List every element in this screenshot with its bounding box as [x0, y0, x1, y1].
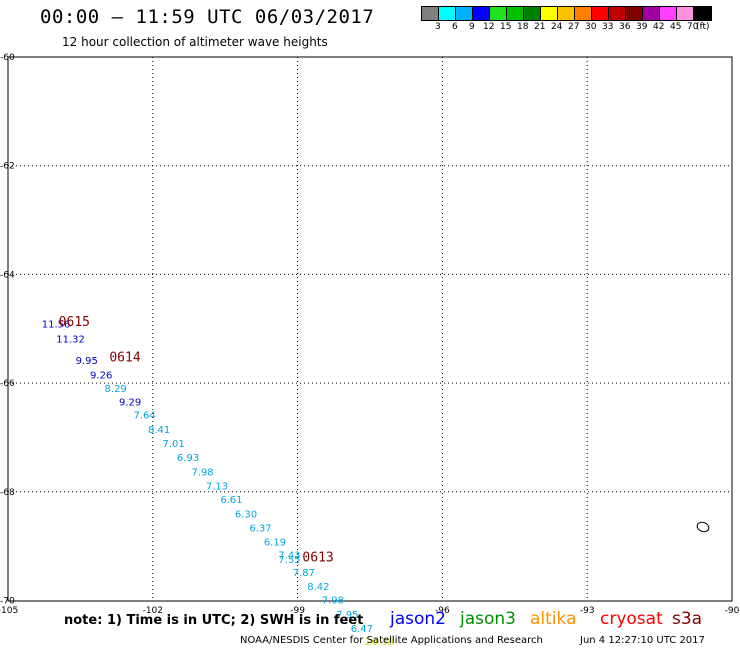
wave-height-value: 8.42 [307, 582, 329, 593]
wave-height-value: 6.19 [264, 538, 286, 549]
wave-height-value: 7.87 [293, 568, 315, 579]
wave-height-value: 11.32 [56, 334, 85, 345]
wave-height-value: 11.56 [42, 320, 71, 331]
wave-height-value: 7.64 [133, 410, 155, 421]
satellite-legend-cryosat: cryosat [600, 609, 663, 629]
wave-height-value: 6.93 [177, 453, 199, 464]
wave-height-value: 6.30 [235, 509, 257, 520]
color-swatch [524, 7, 541, 20]
wave-height-value: 8.29 [105, 384, 127, 395]
latitude-tick-label: -62 [0, 162, 15, 172]
color-scale-unit: (ft) [696, 22, 710, 32]
color-scale-label: 27 [568, 22, 580, 32]
pass-time-label: 0615 [59, 315, 90, 330]
color-swatch [473, 7, 490, 20]
color-swatch [609, 7, 626, 20]
color-swatch [558, 7, 575, 20]
color-scale-label: 30 [585, 22, 597, 32]
satellite-legend-s3a: s3a [672, 609, 703, 629]
color-scale-label: 70 [687, 22, 699, 32]
color-scale-label: 15 [500, 22, 512, 32]
color-swatch [626, 7, 643, 20]
wave-height-value: 9.95 [76, 356, 98, 367]
wave-height-value: 6.37 [249, 523, 271, 534]
longitude-tick-label: -99 [290, 606, 305, 616]
color-scale-label: 39 [636, 22, 648, 32]
wave-height-value: 20.38 [365, 637, 394, 648]
wave-height-value: 9.29 [119, 397, 141, 408]
color-scale-label: 21 [534, 22, 546, 32]
longitude-tick-label: -90 [725, 606, 740, 616]
longitude-tick-label: -93 [580, 606, 595, 616]
longitude-tick-label: -102 [143, 606, 163, 616]
color-swatch [541, 7, 558, 20]
generated-timestamp: Jun 4 12:27:10 UTC 2017 [580, 635, 705, 646]
color-swatch [660, 7, 677, 20]
color-swatch [592, 7, 609, 20]
color-swatch [694, 7, 711, 20]
color-swatch [643, 7, 660, 20]
color-scale-label: 9 [469, 22, 475, 32]
wave-height-value: 8.41 [148, 425, 170, 436]
wave-height-value: 7.98 [322, 596, 344, 607]
color-swatch [490, 7, 507, 20]
color-scale-label: 6 [452, 22, 458, 32]
wave-height-value: 7.13 [206, 482, 228, 493]
island-outline [696, 521, 710, 533]
color-scale-label: 33 [602, 22, 614, 32]
wave-height-value: 7.01 [162, 439, 184, 450]
color-swatch [575, 7, 592, 20]
color-scale-label: 12 [483, 22, 495, 32]
longitude-tick-label: -96 [435, 606, 450, 616]
wave-height-value: 6.47 [351, 624, 373, 635]
map-frame [7, 56, 733, 602]
color-scale-label: 24 [551, 22, 563, 32]
color-swatch [422, 7, 439, 20]
color-scale-label: 3 [435, 22, 441, 32]
wave-height-value: 7.43 [278, 551, 300, 562]
color-scale-label: 45 [670, 22, 682, 32]
note-text: note: 1) Time is in UTC; 2) SWH is in fe… [64, 613, 364, 628]
wave-height-value: 7.95 [336, 610, 358, 621]
map-subtitle: 12 hour collection of altimeter wave hei… [62, 35, 328, 49]
latitude-tick-label: -68 [0, 488, 15, 498]
wave-height-value: 7.98 [191, 467, 213, 478]
credit-text: NOAA/NESDIS Center for Satellite Applica… [240, 635, 543, 646]
latitude-tick-label: -70 [0, 596, 15, 606]
longitude-tick-label: -105 [0, 606, 18, 616]
latitude-tick-label: -66 [0, 379, 15, 389]
satellite-legend-altika: altika [530, 609, 577, 629]
color-scale-label: 18 [517, 22, 529, 32]
wave-height-value: 7.55 [278, 555, 300, 566]
pass-time-label: 0613 [302, 550, 333, 565]
wave-height-value: 6.61 [220, 495, 242, 506]
map-title: 00:00 – 11:59 UTC 06/03/2017 [40, 6, 375, 28]
color-scale-label: 42 [653, 22, 665, 32]
latitude-tick-label: -64 [0, 270, 15, 280]
color-scale-bar [421, 6, 712, 21]
satellite-legend-jason2: jason2 [390, 609, 446, 629]
latitude-tick-label: -60 [0, 53, 15, 63]
color-swatch [677, 7, 694, 20]
wave-height-value: 9.26 [90, 371, 112, 382]
color-swatch [507, 7, 524, 20]
color-scale-label: 36 [619, 22, 631, 32]
color-swatch [439, 7, 456, 20]
pass-time-label: 0614 [109, 350, 140, 365]
satellite-legend-jason3: jason3 [460, 609, 516, 629]
color-swatch [456, 7, 473, 20]
